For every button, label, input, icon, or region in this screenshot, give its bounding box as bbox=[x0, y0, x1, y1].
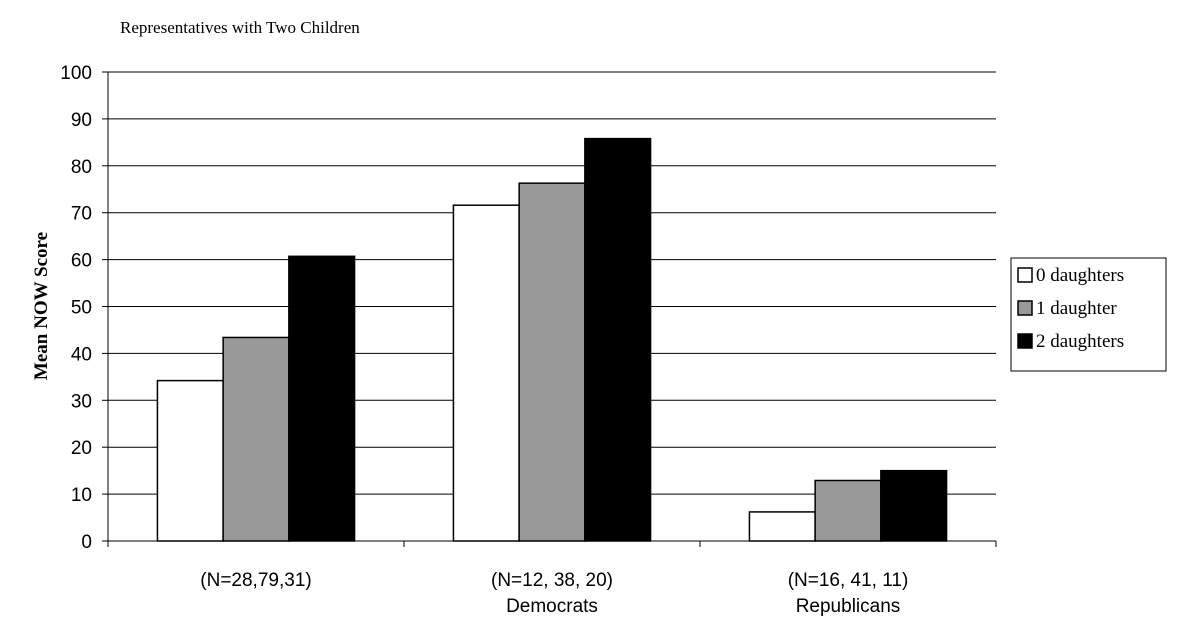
chart-title: Representatives with Two Children bbox=[120, 18, 360, 37]
legend-swatch bbox=[1017, 300, 1033, 316]
x-group-label: Democrats bbox=[506, 596, 598, 617]
y-tick-label: 30 bbox=[71, 391, 92, 412]
x-tick-label: (N=28,79,31) bbox=[200, 570, 311, 591]
y-tick-label: 0 bbox=[81, 532, 92, 553]
legend: 0 daughters 1 daughter 2 daughters bbox=[1010, 257, 1167, 372]
y-tick-labels: 0 10 20 30 40 50 60 70 80 90 100 bbox=[60, 63, 92, 553]
y-tick-label: 100 bbox=[60, 63, 92, 84]
y-tick-label: 10 bbox=[71, 485, 92, 506]
x-tick-label: (N=12, 38, 20) bbox=[491, 570, 613, 591]
y-tick-label: 60 bbox=[71, 251, 92, 272]
legend-swatch bbox=[1017, 267, 1033, 283]
legend-box bbox=[1010, 257, 1167, 372]
y-tick-label: 20 bbox=[71, 438, 92, 459]
bar-2-daughters-1 bbox=[584, 137, 652, 542]
legend-label: 2 daughters bbox=[1036, 331, 1124, 352]
y-tick-label: 50 bbox=[71, 298, 92, 319]
x-tick-labels: (N=28,79,31) (N=12, 38, 20) Democrats (N=16… bbox=[200, 570, 908, 617]
axes bbox=[102, 71, 997, 547]
bar-0-daughters-1 bbox=[452, 204, 520, 542]
y-tick-label: 40 bbox=[71, 344, 92, 365]
legend-label: 0 daughters bbox=[1036, 265, 1124, 286]
bar-1-daughter-2 bbox=[814, 479, 882, 542]
bar-2-daughters-0 bbox=[288, 255, 356, 542]
y-axis-label: Mean NOW Score bbox=[31, 232, 52, 380]
bar-0-daughters-2 bbox=[748, 511, 816, 542]
bar-0-daughters-0 bbox=[156, 379, 224, 542]
bar-1-daughter-0 bbox=[222, 336, 290, 542]
bar-2-daughters-2 bbox=[880, 469, 948, 542]
legend-label: 1 daughter bbox=[1036, 298, 1117, 319]
bar-1-daughter-1 bbox=[518, 182, 586, 542]
x-group-label: Republicans bbox=[796, 596, 901, 617]
y-tick-label: 70 bbox=[71, 204, 92, 225]
y-tick-label: 80 bbox=[71, 157, 92, 178]
y-tick-label: 90 bbox=[71, 110, 92, 131]
bars bbox=[156, 137, 948, 542]
legend-swatch bbox=[1017, 333, 1033, 349]
x-tick-label: (N=16, 41, 11) bbox=[788, 570, 909, 591]
